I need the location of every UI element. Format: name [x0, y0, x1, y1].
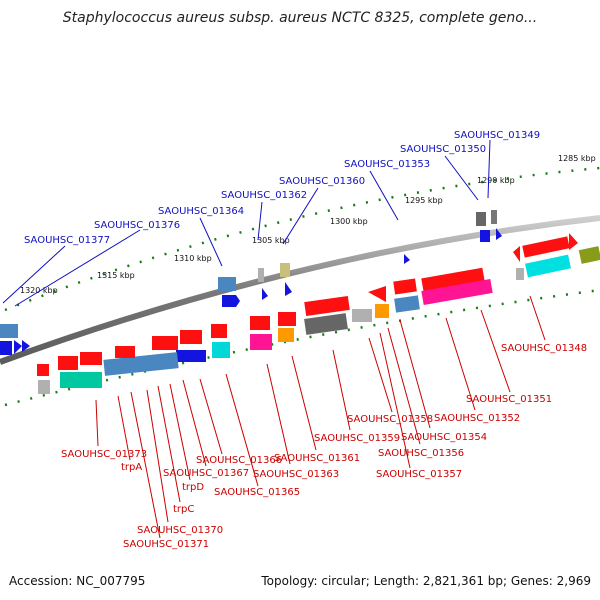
gene-feature: [491, 210, 497, 224]
gene-arrow: [285, 282, 292, 296]
gene-feature: [578, 246, 600, 264]
gene-feature: [421, 279, 493, 305]
top-labels: SAOUHSC_01349 SAOUHSC_01350 SAOUHSC_0135…: [24, 130, 540, 246]
gene-feature: [304, 313, 348, 335]
gene-label: SAOUHSC_01365: [214, 487, 300, 498]
gene-feature: [103, 352, 179, 376]
kbp-label: 1305 kbp: [252, 236, 290, 245]
gene-label: SAOUHSC_01366: [196, 455, 282, 466]
gene-arrow: [404, 254, 410, 264]
gene-label: SAOUHSC_01357: [376, 469, 462, 480]
gene-label: SAOUHSC_01377: [24, 235, 110, 246]
gene-label: SAOUHSC_01371: [123, 539, 209, 550]
gene-label: SAOUHSC_01351: [466, 394, 552, 405]
gene-arrow: [22, 340, 30, 352]
gene-feature: [58, 356, 78, 370]
gene-feature: [250, 316, 270, 330]
gene-feature: [258, 268, 264, 282]
gene-feature: [394, 295, 420, 313]
gene-label: SAOUHSC_01360: [279, 176, 365, 187]
gene-feature: [218, 277, 236, 291]
kbp-labels: 1285 kbp 1290 kbp 1295 kbp 1300 kbp 1305…: [20, 154, 596, 295]
gene-feature: [280, 263, 290, 277]
gene-label: SAOUHSC_01349: [454, 130, 540, 141]
gene-arrow: [513, 246, 520, 262]
gene-arrow: [368, 286, 386, 302]
kbp-label: 1285 kbp: [558, 154, 596, 163]
kbp-label: 1300 kbp: [330, 217, 368, 226]
kbp-label: 1290 kbp: [477, 176, 515, 185]
gene-label: SAOUHSC_01352: [434, 413, 520, 424]
gene-feature: [421, 267, 485, 292]
gene-arrow: [496, 228, 502, 240]
gene-feature: [211, 324, 227, 338]
gene-label: trpC: [173, 504, 194, 515]
gene-feature: [38, 380, 50, 394]
gene-label: SAOUHSC_01358: [347, 414, 433, 425]
bottom-connectors: [95, 295, 546, 539]
gene-label: SAOUHSC_01350: [400, 144, 486, 155]
gene-feature: [0, 324, 18, 338]
gene-label: SAOUHSC_01362: [221, 190, 307, 201]
gene-arrow: [262, 288, 268, 300]
gene-label: SAOUHSC_01354: [401, 432, 487, 443]
gene-feature: [37, 364, 49, 376]
gene-label: SAOUHSC_01364: [158, 206, 244, 217]
gene-label: trpA: [121, 462, 142, 473]
gene-feature: [476, 212, 486, 226]
gene-label: SAOUHSC_01367: [163, 468, 249, 479]
gene-feature: [180, 330, 202, 344]
gene-label: SAOUHSC_01359: [314, 433, 400, 444]
gene-label: SAOUHSC_01373: [61, 449, 147, 460]
gene-feature: [352, 309, 372, 322]
top-strand-genes[interactable]: [0, 210, 600, 394]
map-title: Staphylococcus aureus subsp. aureus NCTC…: [62, 10, 538, 26]
topology-text: Topology: circular; Length: 2,821,361 bp…: [261, 574, 591, 588]
gene-feature: [60, 372, 102, 388]
gene-label: SAOUHSC_01356: [378, 448, 464, 459]
gene-feature: [304, 296, 350, 316]
gene-feature: [393, 278, 417, 295]
gene-feature: [278, 328, 294, 342]
gene-feature: [250, 334, 272, 350]
kbp-label: 1295 kbp: [405, 196, 443, 205]
genome-backbone: [0, 215, 600, 365]
accession-text: Accession: NC_007795: [9, 574, 146, 588]
kbp-label: 1315 kbp: [97, 271, 135, 280]
gene-label: SAOUHSC_01361: [274, 453, 360, 464]
gene-label: SAOUHSC_01370: [137, 525, 223, 536]
kbp-label: 1310 kbp: [174, 254, 212, 263]
gene-feature: [115, 346, 135, 358]
gene-arrow: [14, 340, 22, 354]
gene-label: SAOUHSC_01353: [344, 159, 430, 170]
gene-feature: [522, 236, 570, 258]
gene-feature: [0, 341, 12, 355]
gene-feature: [80, 352, 102, 365]
gene-feature: [525, 254, 571, 278]
inner-tick-ring: [4, 288, 600, 407]
gene-label: SAOUHSC_01348: [501, 343, 587, 354]
bottom-labels: SAOUHSC_01348 SAOUHSC_01351 SAOUHSC_0135…: [61, 343, 587, 550]
gene-label: SAOUHSC_01363: [253, 469, 339, 480]
gene-feature: [152, 336, 178, 350]
gene-feature: [222, 295, 236, 307]
gene-arrow: [236, 295, 240, 307]
gene-feature: [212, 342, 230, 358]
gene-feature: [375, 304, 389, 318]
gene-feature: [480, 230, 490, 242]
gene-feature: [278, 312, 296, 326]
gene-label: SAOUHSC_01376: [94, 220, 180, 231]
gene-arrow: [569, 233, 578, 250]
gene-label: trpD: [182, 482, 204, 493]
gene-feature: [176, 350, 206, 362]
top-connectors: [2, 139, 491, 307]
gene-feature: [516, 268, 524, 280]
kbp-label: 1320 kbp: [20, 286, 58, 295]
